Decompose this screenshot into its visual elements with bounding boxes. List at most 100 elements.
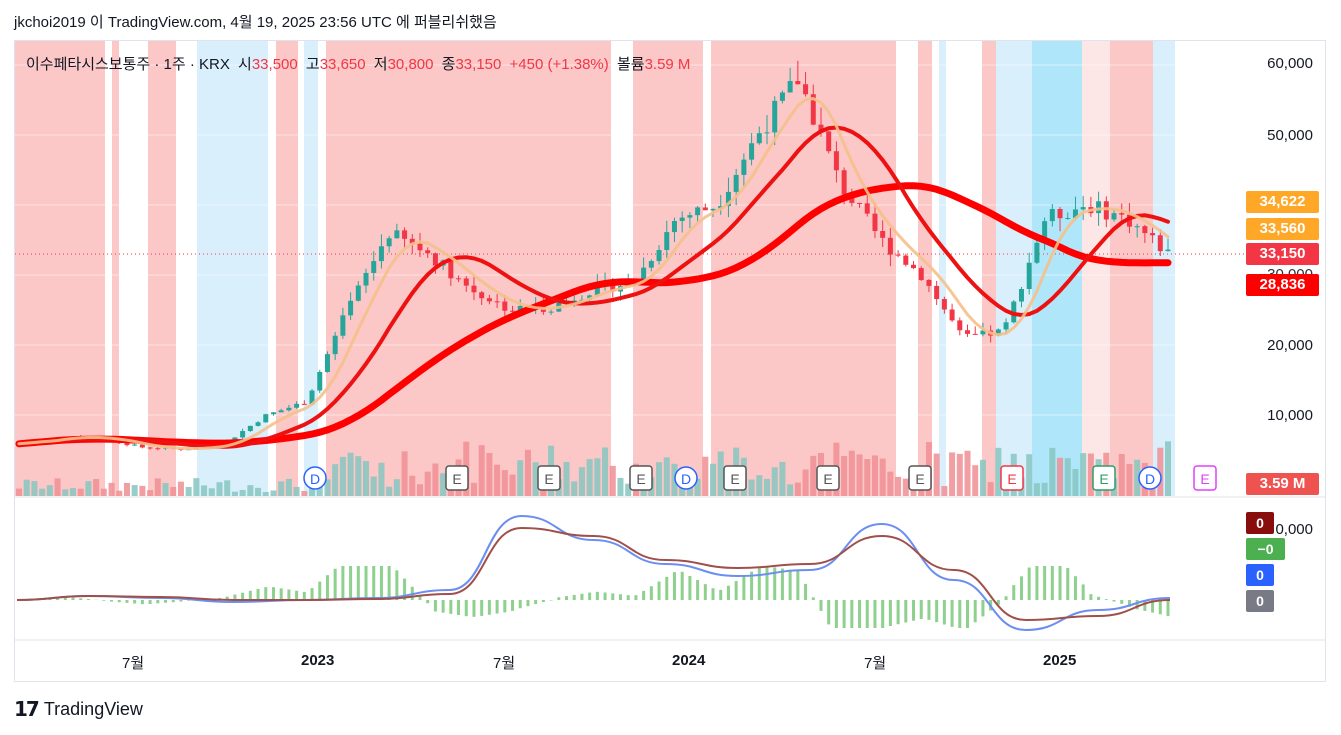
volume-bar — [1134, 459, 1141, 496]
volume-bar — [301, 491, 308, 496]
volume-bar — [756, 475, 763, 496]
volume-bar — [93, 479, 100, 496]
earnings-badge — [537, 465, 561, 491]
macd-histogram-bar — [557, 597, 561, 600]
macd-histogram-bar — [780, 568, 784, 600]
macd-histogram-bar — [981, 600, 985, 617]
event-badge-label: E — [544, 471, 553, 487]
background-band — [1110, 41, 1153, 496]
volume-bar — [478, 445, 485, 496]
event-badge-label: E — [452, 471, 461, 487]
volume-bar — [848, 450, 855, 496]
volume-bar — [278, 481, 285, 496]
candle-body — [1111, 213, 1117, 220]
y-tick-label: 10,000 — [1267, 407, 1313, 424]
macd-line — [16, 514, 1171, 632]
candle-body — [263, 414, 269, 423]
background-band — [326, 41, 611, 496]
earnings-badge — [723, 465, 747, 491]
candle-body — [409, 238, 415, 244]
volume-bar — [1080, 453, 1087, 496]
volume-bar — [332, 464, 339, 496]
candle-body — [679, 217, 685, 222]
candle-body — [317, 371, 323, 391]
candle-body — [301, 403, 307, 405]
change-value: +450 (+1.38%) — [509, 56, 609, 73]
macd-histogram-bar — [665, 576, 669, 600]
macd-histogram-bar — [834, 600, 838, 628]
macd-histogram-bar — [102, 600, 106, 601]
macd-histogram-bar — [919, 600, 923, 619]
volume-bar — [470, 482, 477, 496]
macd-histogram-bar — [842, 600, 846, 628]
macd-histogram-bar — [271, 587, 275, 600]
macd-histogram-bar — [703, 584, 707, 600]
candle-body — [255, 422, 261, 426]
macd-tag-1: 0 — [1246, 512, 1274, 534]
candle-body — [864, 203, 870, 214]
volume-bar — [1118, 454, 1125, 496]
macd-histogram-bar — [950, 600, 954, 627]
macd-histogram-bar — [318, 581, 322, 600]
candle-body — [772, 100, 778, 133]
volume-bar — [1041, 482, 1048, 496]
macd-histogram-bar — [356, 566, 360, 600]
candle-body — [1134, 226, 1140, 228]
background-band — [112, 41, 119, 496]
volume-value: 3.59 M — [644, 56, 691, 73]
macd-histogram-bar — [187, 600, 191, 601]
candle-body — [155, 448, 161, 450]
candle-body — [517, 305, 523, 312]
volume-bar — [956, 453, 963, 496]
macd-histogram-bar — [1027, 567, 1031, 600]
close-value: 33,150 — [455, 56, 502, 73]
volume-bar — [432, 463, 439, 496]
volume-bar — [386, 486, 393, 496]
volume-bar — [563, 461, 570, 496]
background-band — [1153, 41, 1175, 496]
dividend-badge — [674, 466, 698, 490]
volume-bar — [239, 489, 246, 496]
macd-histogram-bar — [279, 588, 283, 600]
volume-bar — [262, 491, 269, 496]
volume-bar — [224, 480, 231, 496]
macd-histogram-bar — [171, 600, 175, 603]
macd-histogram-bar — [541, 600, 545, 603]
macd-histogram-bar — [449, 600, 453, 614]
candle-body — [1096, 201, 1102, 214]
candle-body — [594, 282, 600, 296]
event-badge-label: E — [823, 471, 832, 487]
volume-bar — [802, 469, 809, 496]
volume-bar — [895, 476, 902, 496]
volume-bar — [177, 481, 184, 496]
volume-bar — [440, 473, 447, 496]
volume-bar — [933, 453, 940, 496]
macd-histogram-bar — [634, 595, 638, 600]
candle-body — [648, 261, 654, 268]
macd-histogram-bar — [133, 600, 137, 604]
volume-bar — [1165, 441, 1171, 496]
macd-histogram-bar — [156, 600, 160, 604]
volume-bar — [586, 459, 593, 496]
candle-body — [332, 335, 338, 355]
macd-histogram-bar — [796, 570, 800, 600]
volume-bar — [170, 486, 177, 496]
chart-frame — [14, 40, 1326, 682]
ma-orange-line — [17, 97, 1170, 450]
candle-body — [911, 264, 917, 269]
candle-body — [286, 407, 292, 411]
macd-histogram-bar — [711, 588, 715, 600]
volume-bar — [100, 488, 107, 496]
footer: 𝟭𝟳 TradingView — [14, 697, 143, 722]
macd-histogram-bar — [1143, 600, 1147, 611]
event-badge-label: D — [310, 471, 320, 487]
candle-body — [471, 285, 477, 293]
volume-bar — [1026, 454, 1033, 496]
volume-bar — [409, 475, 416, 496]
earnings-badge — [908, 465, 932, 491]
candle-body — [787, 81, 793, 93]
volume-bar — [987, 482, 994, 496]
macd-histogram-bar — [881, 600, 885, 628]
macd-histogram-bar — [480, 600, 484, 616]
